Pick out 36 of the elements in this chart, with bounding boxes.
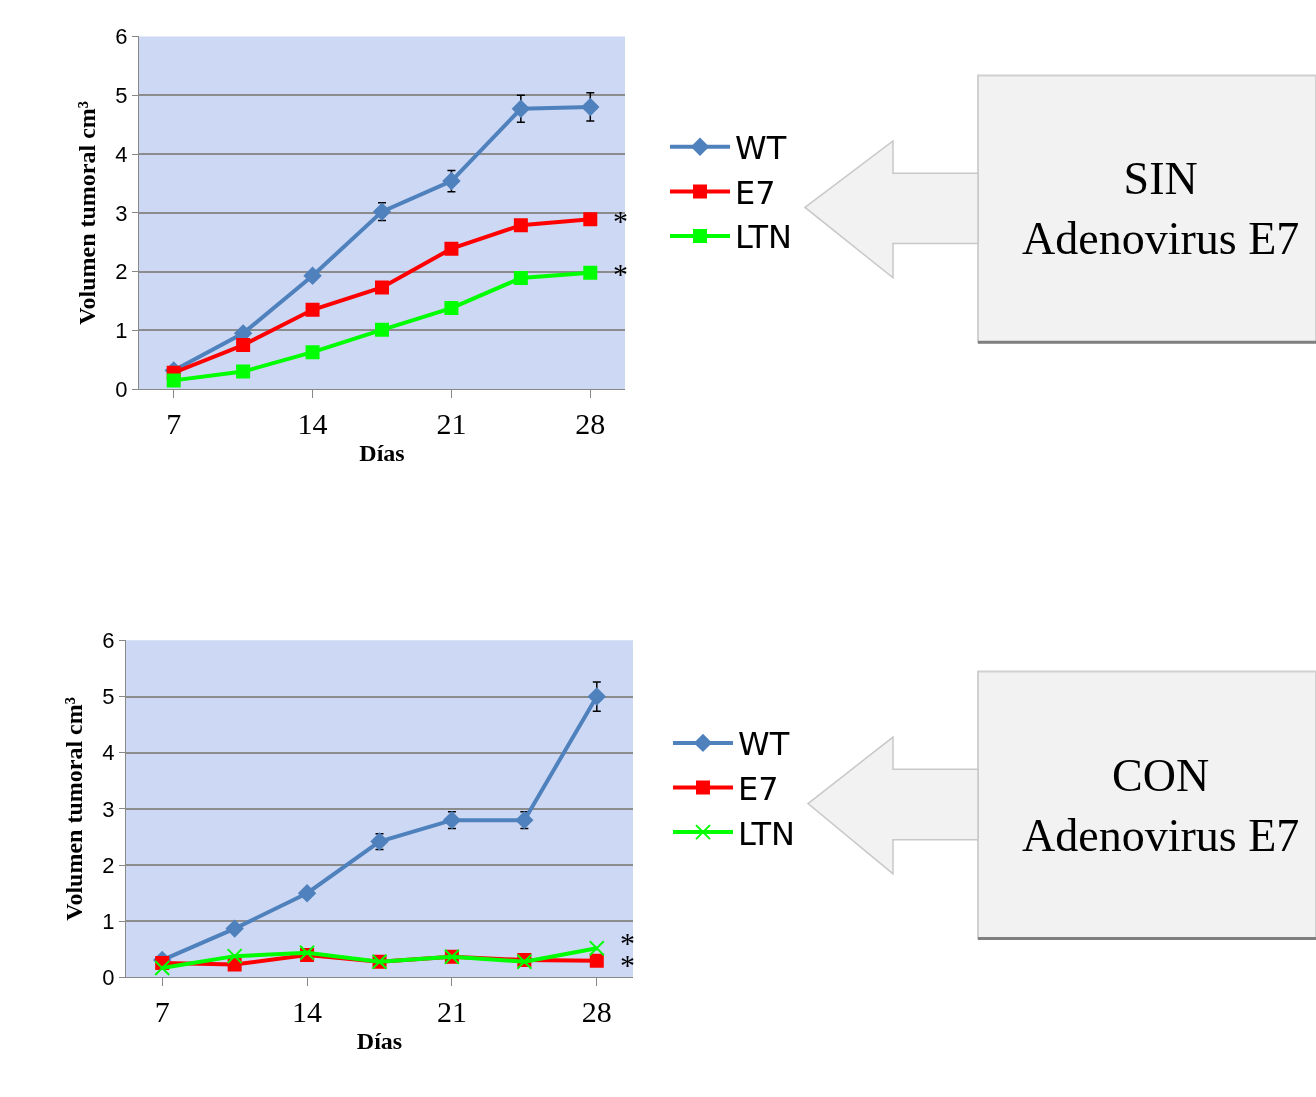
y-tick-label: 3	[102, 796, 115, 822]
y-axis-title: Volumen tumoral cm³	[74, 101, 101, 325]
x-axis-title: Días	[356, 1027, 403, 1054]
legend-label: E7	[735, 173, 776, 212]
y-tick-label: 5	[115, 82, 128, 108]
text: SIN Adenovirus E7	[1022, 153, 1300, 264]
x-tick-label: 7	[166, 407, 182, 441]
x-axis-title: Días	[359, 439, 405, 466]
y-tick-label: 2	[102, 852, 115, 878]
y-tick-label: 6	[102, 628, 115, 654]
y-tick-label: 4	[115, 141, 128, 167]
annotation: *	[613, 204, 628, 237]
y-tick-label: 2	[115, 259, 128, 285]
y-tick-label: 0	[115, 376, 128, 402]
legend-label: LTN	[735, 218, 792, 257]
legend-label: WT	[738, 725, 790, 764]
y-tick-label: 4	[102, 740, 115, 766]
x-tick-label: 21	[436, 995, 467, 1029]
annotation: *	[613, 257, 628, 290]
y-axis-title: Volumen tumoral cm³	[61, 697, 88, 921]
x-tick-label: 7	[154, 995, 170, 1029]
legend-label: LTN	[738, 814, 795, 853]
y-tick-label: 1	[115, 318, 128, 344]
x-tick-label: 28	[575, 407, 606, 441]
x-tick-label: 21	[436, 407, 467, 441]
y-tick-label: 6	[115, 24, 128, 50]
text: CON Adenovirus E7	[1022, 750, 1300, 861]
y-tick-label: 3	[115, 200, 128, 226]
y-tick-label: 1	[102, 909, 115, 934]
x-tick-label: 14	[297, 407, 328, 441]
x-tick-label: 28	[581, 995, 612, 1029]
x-tick-label: 14	[292, 995, 323, 1029]
legend-label: WT	[735, 129, 787, 168]
y-tick-label: 0	[102, 965, 115, 991]
legend-label: E7	[738, 769, 779, 808]
y-tick-label: 5	[102, 684, 115, 710]
